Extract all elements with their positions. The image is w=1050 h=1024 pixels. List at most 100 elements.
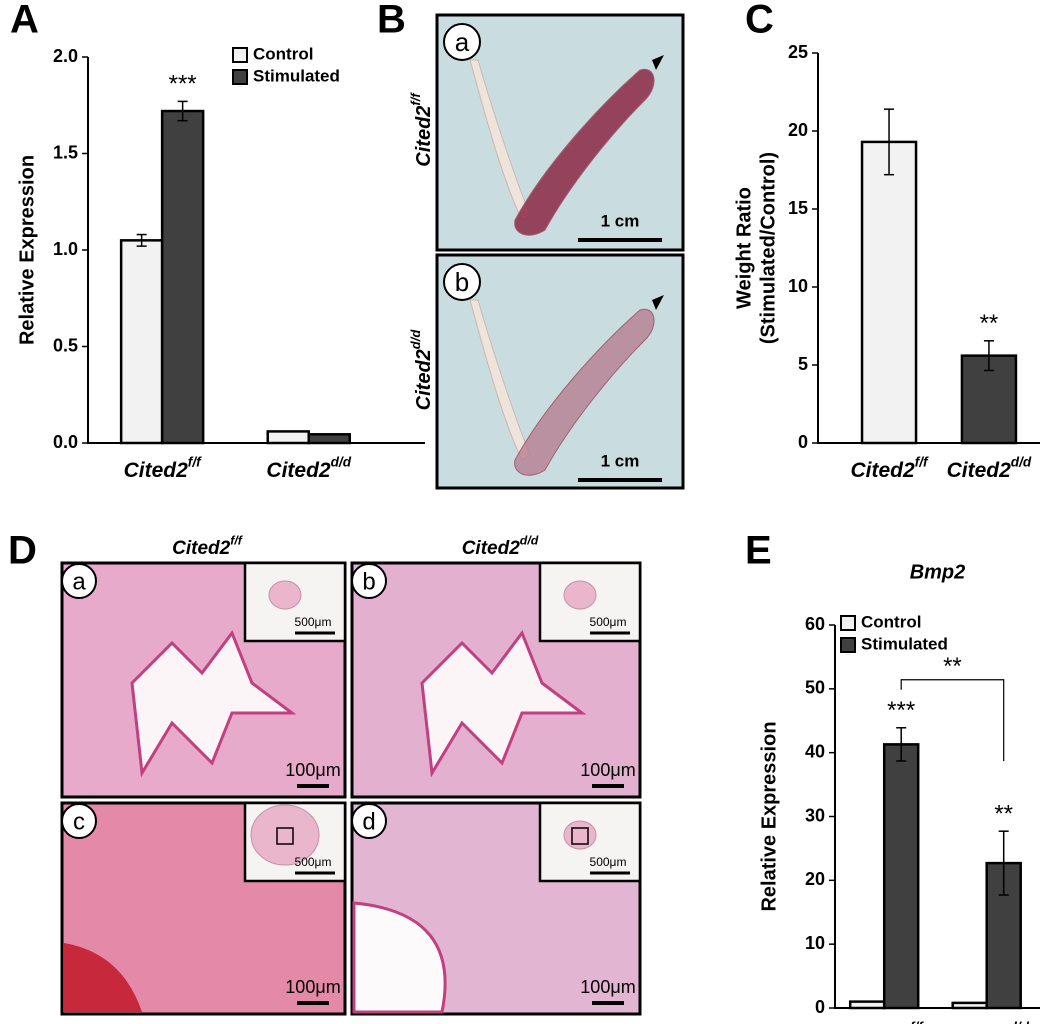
panel-letter: C — [745, 0, 774, 42]
genotype: Cited2 — [413, 349, 435, 410]
uterus-horn-right — [514, 68, 655, 236]
bar — [860, 140, 918, 445]
x-tick-label: Cited2f/f — [124, 454, 203, 481]
legend-label: Stimulated — [861, 634, 948, 653]
y-tick-label: 0 — [815, 997, 825, 1017]
hemorrhage — [64, 943, 142, 1012]
inset-scale-label: 500μm — [590, 855, 627, 869]
annotation: ** — [980, 310, 999, 337]
y-tick-label: 2.0 — [53, 46, 78, 66]
bar — [951, 1001, 988, 1010]
superscript: f/f — [408, 92, 423, 106]
superscript: d/d — [1009, 1019, 1030, 1024]
scale-label: 100μm — [285, 760, 340, 780]
bar — [848, 1000, 886, 1010]
panel-letter: A — [10, 0, 39, 42]
y-tick-label: 50 — [805, 678, 825, 698]
x-tick-label: Cited2d/d — [947, 454, 1032, 481]
panel-letter: B — [377, 0, 406, 42]
inset-scale-label: 500μm — [590, 615, 627, 629]
y-tick-label: 20 — [788, 120, 808, 140]
y-tick-label: 0.5 — [53, 335, 78, 355]
bracket-label: ** — [943, 653, 962, 680]
superscript: f/f — [188, 454, 202, 469]
y-axis-label: Relative Expression — [16, 155, 38, 345]
subpanel-label: a — [455, 27, 470, 57]
superscript: d/d — [1011, 454, 1032, 469]
superscript: f/f — [230, 534, 244, 548]
genotype: Cited2 — [947, 459, 1012, 482]
x-tick-label: Cited2f/f — [846, 1019, 925, 1024]
subpanel-label: c — [73, 808, 85, 835]
uterine-lumen — [420, 629, 587, 778]
superscript: d/d — [408, 329, 423, 350]
legend-swatch — [232, 69, 248, 85]
legend-label: Control — [253, 44, 313, 63]
scale-label: 1 cm — [601, 451, 640, 470]
scale-label: 100μm — [580, 760, 635, 780]
genotype: Cited2 — [266, 459, 331, 482]
subpanel-label: b — [455, 267, 469, 297]
x-tick-label: Cited2f/f — [851, 454, 930, 481]
bar — [160, 109, 205, 445]
row-label: Cited2d/d — [408, 329, 435, 411]
legend-swatch — [840, 615, 856, 631]
subpanel-label: d — [362, 808, 375, 835]
y-axis-label: Relative Expression — [758, 721, 780, 911]
bar — [307, 433, 351, 445]
inset — [538, 801, 642, 883]
superscript: d/d — [331, 454, 352, 469]
y-tick-label: 40 — [805, 741, 825, 761]
genotype: Cited2 — [172, 538, 231, 559]
legend-swatch — [232, 47, 248, 63]
genotype: Cited2 — [413, 106, 435, 167]
legend-label: Stimulated — [253, 66, 340, 85]
legend-label: Control — [861, 612, 921, 631]
column-label: Cited2f/f — [172, 534, 244, 559]
y-axis-label: Weight Ratio — [733, 187, 755, 309]
subpanel-marker — [443, 23, 481, 61]
annotation: *** — [887, 697, 915, 724]
bar — [266, 430, 310, 445]
y-tick-label: 30 — [805, 805, 825, 825]
bar — [882, 743, 920, 1010]
inset-section — [250, 804, 320, 866]
panel-letter: E — [745, 529, 772, 573]
photo-background — [435, 253, 685, 490]
superscript: f/f — [915, 454, 929, 469]
row-label: Cited2f/f — [408, 92, 435, 167]
inset-section — [563, 580, 597, 610]
bracket — [900, 679, 1005, 762]
y-tick-label: 60 — [805, 614, 825, 634]
panel-letter: D — [8, 529, 37, 573]
annotation: *** — [169, 71, 197, 98]
y-tick-label: 0 — [798, 432, 808, 452]
inset-roi — [571, 827, 589, 845]
inset-section — [268, 580, 302, 610]
x-tick-label: Cited2d/d — [944, 1019, 1029, 1024]
scale-label: 100μm — [285, 977, 340, 997]
subpanel-label: a — [72, 568, 86, 595]
subpanel-marker — [351, 803, 387, 839]
superscript: d/d — [520, 534, 539, 548]
y-tick-label: 20 — [805, 869, 825, 889]
subpanel-marker — [61, 803, 97, 839]
photo-background — [435, 13, 685, 252]
subpanel-marker — [61, 563, 97, 599]
scale-label: 100μm — [580, 977, 635, 997]
scale-label: 1 cm — [601, 211, 640, 230]
subpanel-label: b — [362, 568, 375, 595]
column-label: Cited2d/d — [462, 534, 539, 559]
inset-scale-label: 500μm — [295, 615, 332, 629]
arrowhead — [652, 295, 664, 310]
uterine-lumen — [352, 901, 447, 1014]
inset-scale-label: 500μm — [295, 855, 332, 869]
annotation: ** — [994, 801, 1013, 828]
chart-title: Bmp2 — [910, 561, 966, 583]
y-tick-label: 25 — [788, 42, 808, 62]
y-tick-label: 10 — [805, 933, 825, 953]
inset-roi — [276, 827, 294, 845]
legend-swatch — [840, 637, 856, 653]
y-tick-label: 1.5 — [53, 142, 78, 162]
